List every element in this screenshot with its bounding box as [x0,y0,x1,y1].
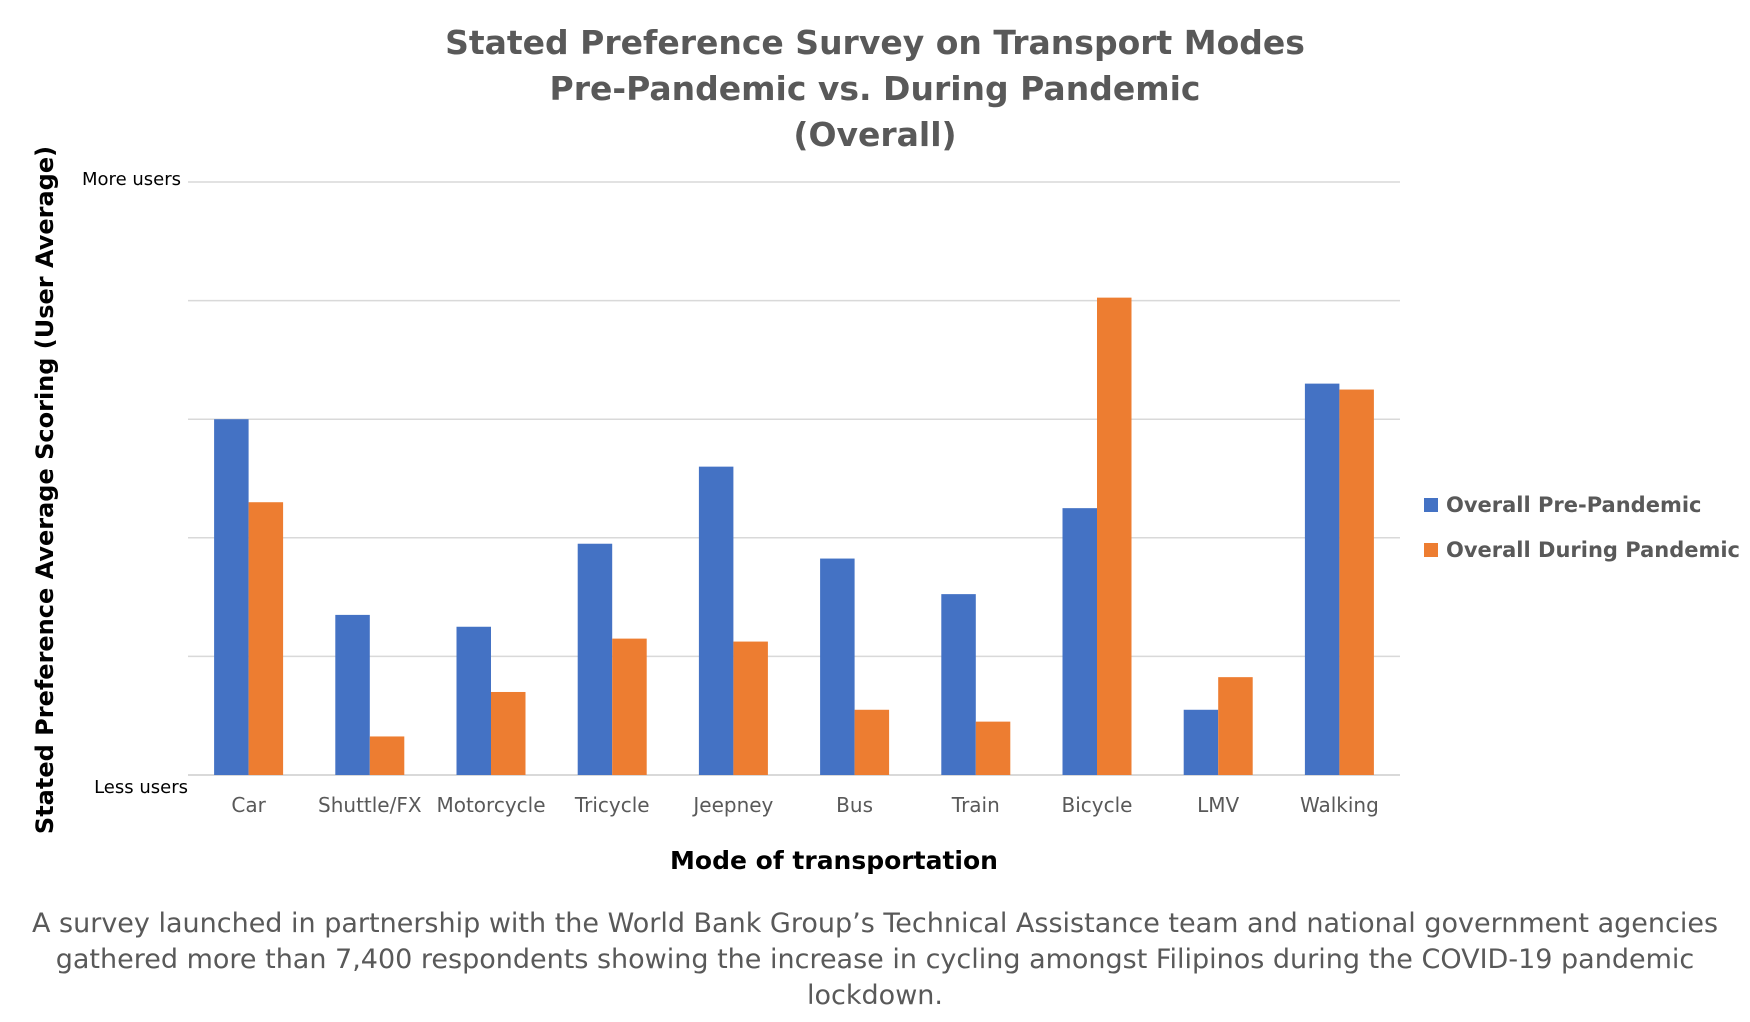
x-tick-label: Shuttle/FX [318,793,422,817]
y-tick-top-label: More users [82,169,181,190]
bar-during-pandemic-car [248,502,284,775]
legend-swatch-pre-pandemic [1424,498,1438,512]
legend-swatch-during-pandemic [1424,543,1438,557]
bar-during-pandemic-motorcycle [491,691,526,775]
bar-during-pandemic-bicycle [1097,297,1132,775]
bar-pre-pandemic-jeepney [698,466,734,775]
chart-title: Stated Preference Survey on Transport Mo… [0,20,1750,158]
legend-label-during-pandemic: Overall During Pandemic [1446,538,1740,562]
chart-title-line-3: (Overall) [793,115,957,154]
axis-labels: More users Less users Stated Preference … [31,146,998,875]
chart-title-line-2: Pre-Pandemic vs. During Pandemic [549,69,1201,108]
x-tick-label: Bus [836,793,873,817]
figure-caption: A survey launched in partnership with th… [31,908,1719,1011]
x-axis-title: Mode of transportation [670,846,998,875]
bar-pre-pandemic-motorcycle [456,626,491,775]
x-tick-label: LMV [1197,793,1239,817]
bar-during-pandemic-train [975,721,1011,775]
x-tick-label: Jeepney [691,793,773,817]
bar-pre-pandemic-bicycle [1062,508,1097,775]
bar-during-pandemic-bus [854,709,890,775]
bar-during-pandemic-walking [1339,389,1374,775]
bar-pre-pandemic-lmv [1183,709,1219,775]
legend: Overall Pre-Pandemic Overall During Pand… [1424,490,1740,580]
bar-during-pandemic-lmv [1218,677,1253,775]
x-tick-label: Walking [1300,793,1379,817]
bar-pre-pandemic-bus [820,558,855,775]
y-axis-title: Stated Preference Average Scoring (User … [31,146,59,834]
y-tick-bottom-label: Less users [94,777,188,798]
bar-during-pandemic-jeepney [733,641,768,775]
bars [214,297,1374,775]
bar-chart: More users Less users Stated Preference … [31,146,1400,875]
bar-pre-pandemic-shuttle-fx [335,614,370,775]
x-tick-labels: Car Shuttle/FX Motorcycle Tricycle Jeepney Bu… [231,793,1378,817]
x-tick-label: Train [951,793,1000,817]
chart-title-line-1: Stated Preference Survey on Transport Mo… [445,23,1305,62]
legend-item-during-pandemic: Overall During Pandemic [1424,535,1740,565]
bar-during-pandemic-tricycle [612,638,647,775]
x-tick-label: Bicycle [1062,793,1133,817]
x-tick-label: Motorcycle [436,793,545,817]
legend-label-pre-pandemic: Overall Pre-Pandemic [1446,493,1702,517]
bar-pre-pandemic-tricycle [577,543,613,775]
bar-pre-pandemic-walking [1304,383,1340,775]
bar-pre-pandemic-car [214,419,249,775]
legend-item-pre-pandemic: Overall Pre-Pandemic [1424,490,1740,520]
x-tick-label: Car [231,793,266,817]
bar-during-pandemic-shuttle-fx [369,736,405,775]
bar-pre-pandemic-train [941,594,976,775]
x-tick-label: Tricycle [574,793,650,817]
